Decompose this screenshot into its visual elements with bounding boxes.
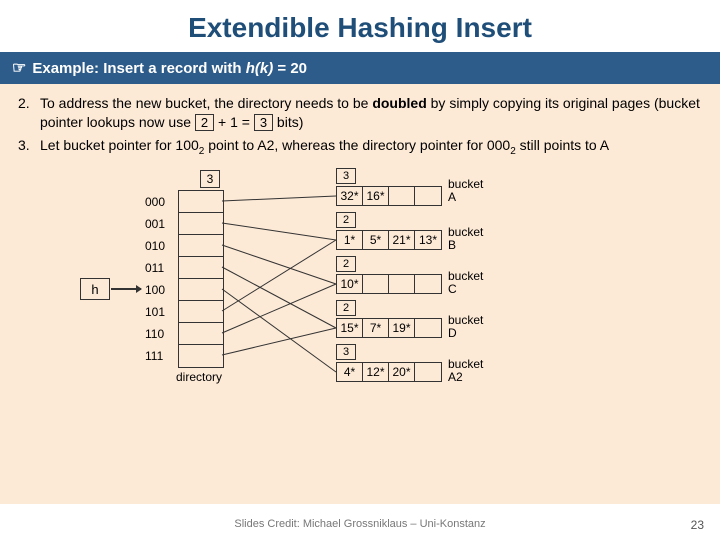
bucket-cell: 32* bbox=[337, 187, 363, 205]
bucket-cell bbox=[389, 275, 415, 293]
bucket-cell: 13* bbox=[415, 231, 441, 249]
subtitle-eq: = 20 bbox=[273, 60, 307, 77]
local-depth-box: 2 bbox=[336, 300, 356, 316]
bucket-label: bucketA bbox=[448, 178, 483, 204]
bucket-cell: 21* bbox=[389, 231, 415, 249]
credit-text: Slides Credit: Michael Grossniklaus – Un… bbox=[0, 518, 720, 530]
bucket-cell bbox=[415, 363, 441, 381]
subtitle-bar: ☞ Example: Insert a record with h(k) = 2… bbox=[0, 52, 720, 84]
bucket-cell: 4* bbox=[337, 363, 363, 381]
bucket-label: bucketD bbox=[448, 314, 483, 340]
step-2-text: To address the new bucket, the directory… bbox=[40, 94, 702, 132]
bucket-cell bbox=[389, 187, 415, 205]
dir-row: 100 bbox=[179, 279, 223, 301]
dir-row: 000 bbox=[179, 191, 223, 213]
subtitle-prefix: Example: Insert a record with bbox=[32, 60, 245, 77]
bucket-cell bbox=[415, 275, 441, 293]
bits-before-box: 2 bbox=[195, 114, 214, 132]
bits-after-box: 3 bbox=[254, 114, 273, 132]
bucket-label: bucketB bbox=[448, 226, 483, 252]
bucket: 10* bbox=[336, 274, 442, 294]
global-depth-box: 3 bbox=[200, 170, 220, 188]
bucket-cell bbox=[363, 275, 389, 293]
local-depth-box: 2 bbox=[336, 256, 356, 272]
bucket-cell: 12* bbox=[363, 363, 389, 381]
local-depth-box: 2 bbox=[336, 212, 356, 228]
bucket-label: bucketA2 bbox=[448, 358, 483, 384]
bucket-cell: 20* bbox=[389, 363, 415, 381]
bucket-cell bbox=[415, 319, 441, 337]
bucket-label: bucketC bbox=[448, 270, 483, 296]
hash-arrow bbox=[111, 288, 141, 290]
step-2: 2. To address the new bucket, the direct… bbox=[18, 94, 702, 132]
dir-row: 011 bbox=[179, 257, 223, 279]
subtitle-text: Example: Insert a record with h(k) = 20 bbox=[32, 60, 307, 77]
page-number: 23 bbox=[691, 518, 704, 532]
dir-row: 010 bbox=[179, 235, 223, 257]
step-3-num: 3. bbox=[18, 136, 40, 158]
bucket-cell: 15* bbox=[337, 319, 363, 337]
bucket-cell: 19* bbox=[389, 319, 415, 337]
bucket: 1*5*21*13* bbox=[336, 230, 442, 250]
bucket: 4*12*20* bbox=[336, 362, 442, 382]
dir-row: 101 bbox=[179, 301, 223, 323]
local-depth-box: 3 bbox=[336, 344, 356, 360]
subtitle-func: h(k) bbox=[246, 60, 274, 77]
dir-row: 110 bbox=[179, 323, 223, 345]
bucket-cell: 1* bbox=[337, 231, 363, 249]
hand-icon: ☞ bbox=[12, 58, 26, 78]
directory-table: 000 001 010 011 100 101 110 111 bbox=[178, 190, 224, 368]
bucket: 15*7*19* bbox=[336, 318, 442, 338]
bucket-cell: 16* bbox=[363, 187, 389, 205]
bucket-cell bbox=[415, 187, 441, 205]
bucket-cell: 10* bbox=[337, 275, 363, 293]
dir-row: 001 bbox=[179, 213, 223, 235]
dir-row: 111 bbox=[179, 345, 223, 367]
step-2-num: 2. bbox=[18, 94, 40, 132]
bucket-cell: 7* bbox=[363, 319, 389, 337]
slide-title: Extendible Hashing Insert bbox=[0, 0, 720, 52]
hash-function-box: h bbox=[80, 278, 110, 300]
content-area: 2. To address the new bucket, the direct… bbox=[0, 84, 720, 504]
directory-label: directory bbox=[176, 370, 222, 384]
bucket: 32*16* bbox=[336, 186, 442, 206]
step-3: 3. Let bucket pointer for 1002 point to … bbox=[18, 136, 702, 158]
hash-diagram: h 3 000 001 010 011 100 101 110 111 dire… bbox=[18, 164, 702, 424]
local-depth-box: 3 bbox=[336, 168, 356, 184]
bucket-cell: 5* bbox=[363, 231, 389, 249]
step-3-text: Let bucket pointer for 1002 point to A2,… bbox=[40, 136, 702, 158]
